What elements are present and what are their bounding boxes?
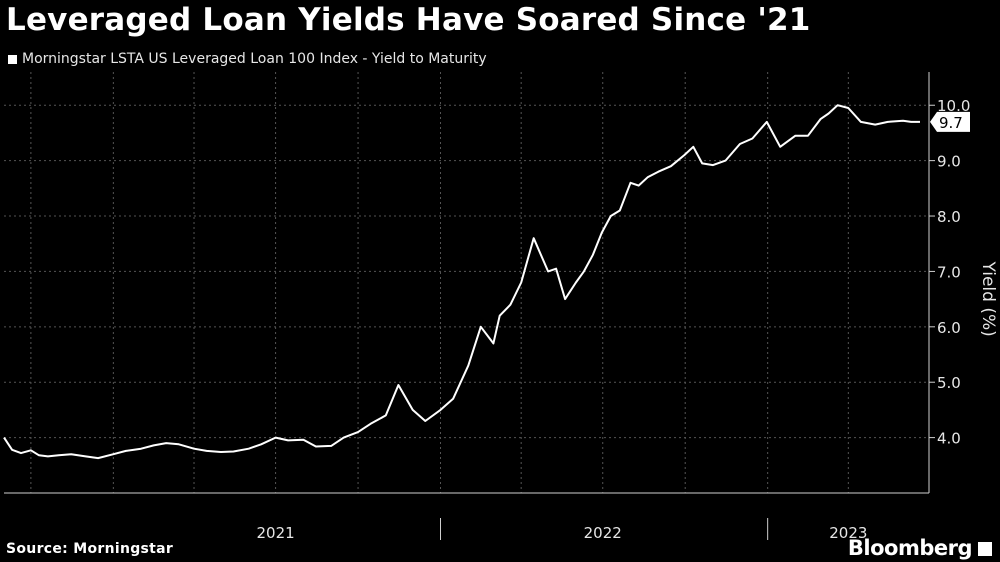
last-value-label: 9.7 xyxy=(939,114,963,132)
last-value-box xyxy=(930,111,970,132)
legend-label: Morningstar LSTA US Leveraged Loan 100 I… xyxy=(22,51,487,67)
source-note: Source: Morningstar xyxy=(6,541,174,557)
brand-square-icon xyxy=(978,542,992,556)
series-layer xyxy=(3,104,920,460)
x-tick-label: 2023 xyxy=(829,524,867,542)
chart-title: Leveraged Loan Yields Have Soared Since … xyxy=(6,2,811,38)
series-line xyxy=(3,104,920,460)
y-tick-label: 9.0 xyxy=(937,153,961,171)
axis-layer xyxy=(4,72,935,540)
label-layer: 4.0 5.0 6.0 7.0 8.0 9.0 10.0 2021 2022 2023 Yield … xyxy=(256,97,998,542)
y-tick-label: 6.0 xyxy=(937,319,961,337)
x-tick-label: 2021 xyxy=(256,524,294,542)
y-tick-label: 8.0 xyxy=(937,208,961,226)
y-axis-title: Yield (%) xyxy=(978,260,998,336)
grid-layer xyxy=(4,72,929,493)
y-tick-label: 4.0 xyxy=(937,430,961,448)
bloomberg-logo: Bloomberg xyxy=(847,536,973,560)
y-tick-label: 10.0 xyxy=(937,97,970,115)
legend: Morningstar LSTA US Leveraged Loan 100 I… xyxy=(8,51,487,67)
legend-swatch xyxy=(8,54,17,64)
y-tick-label: 7.0 xyxy=(937,263,961,281)
x-tick-label: 2022 xyxy=(584,524,622,542)
y-tick-label: 5.0 xyxy=(937,374,961,392)
